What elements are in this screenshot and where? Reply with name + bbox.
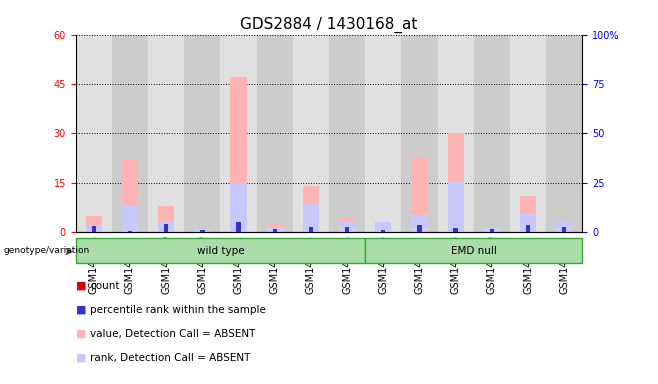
Bar: [490, 231, 494, 232]
Bar: [447, 134, 464, 232]
Bar: [411, 215, 428, 232]
Bar: [546, 35, 582, 232]
Bar: [236, 226, 241, 232]
Bar: [230, 78, 247, 232]
Text: count: count: [90, 281, 120, 291]
Bar: [236, 222, 241, 232]
Bar: [86, 225, 102, 232]
Bar: [272, 231, 277, 232]
Bar: [86, 216, 102, 232]
Bar: [381, 231, 386, 232]
Bar: [266, 227, 283, 232]
Bar: [184, 35, 220, 232]
Bar: [128, 229, 132, 232]
Text: ■: ■: [76, 305, 86, 315]
Text: value, Detection Call = ABSENT: value, Detection Call = ABSENT: [90, 329, 255, 339]
Bar: [417, 225, 422, 232]
Bar: [345, 227, 349, 232]
Bar: [556, 222, 572, 232]
Bar: [520, 214, 536, 232]
Bar: [490, 229, 494, 232]
Bar: [164, 224, 168, 232]
Text: ■: ■: [76, 353, 86, 362]
Bar: [122, 205, 138, 232]
Bar: [329, 35, 365, 232]
Bar: [556, 221, 572, 232]
Bar: [257, 35, 293, 232]
Bar: [365, 35, 401, 232]
Bar: [200, 230, 205, 232]
Bar: [91, 227, 96, 232]
Bar: [447, 182, 464, 232]
Bar: [293, 35, 329, 232]
Title: GDS2884 / 1430168_at: GDS2884 / 1430168_at: [240, 17, 418, 33]
Bar: [401, 35, 438, 232]
Bar: [148, 35, 184, 232]
Bar: [484, 227, 500, 232]
Bar: [158, 222, 174, 232]
Bar: [309, 229, 313, 232]
Bar: [339, 222, 355, 232]
Text: genotype/variation: genotype/variation: [3, 246, 89, 255]
Bar: [122, 160, 138, 232]
Bar: [76, 35, 112, 232]
Bar: [164, 227, 168, 232]
Bar: [375, 222, 392, 232]
Bar: [309, 227, 313, 232]
Bar: [230, 183, 247, 232]
Bar: [266, 224, 283, 232]
Bar: [562, 231, 567, 232]
Bar: [194, 229, 211, 232]
Bar: [510, 35, 546, 232]
Bar: [272, 229, 277, 232]
Bar: [381, 230, 386, 232]
Text: ■: ■: [76, 281, 86, 291]
Bar: [91, 227, 96, 232]
Bar: [484, 227, 500, 232]
Bar: [303, 204, 319, 232]
Bar: [562, 227, 567, 232]
Bar: [200, 231, 205, 232]
Bar: [474, 35, 510, 232]
Text: rank, Detection Call = ABSENT: rank, Detection Call = ABSENT: [90, 353, 251, 362]
Bar: [453, 229, 458, 232]
Text: ■: ■: [76, 329, 86, 339]
Bar: [158, 206, 174, 232]
Bar: [339, 217, 355, 232]
Bar: [417, 229, 422, 232]
Bar: [411, 157, 428, 232]
Text: percentile rank within the sample: percentile rank within the sample: [90, 305, 266, 315]
Bar: [438, 35, 474, 232]
Bar: [303, 186, 319, 232]
Bar: [76, 238, 365, 263]
Bar: [526, 227, 530, 232]
Bar: [453, 228, 458, 232]
Bar: [194, 229, 211, 232]
Bar: [526, 225, 530, 232]
Text: EMD null: EMD null: [451, 245, 497, 256]
Bar: [220, 35, 257, 232]
Bar: [345, 227, 349, 232]
Bar: [112, 35, 148, 232]
Bar: [365, 238, 582, 263]
Bar: [375, 227, 392, 232]
Bar: [520, 196, 536, 232]
Bar: [128, 231, 132, 232]
Text: wild type: wild type: [197, 245, 244, 256]
